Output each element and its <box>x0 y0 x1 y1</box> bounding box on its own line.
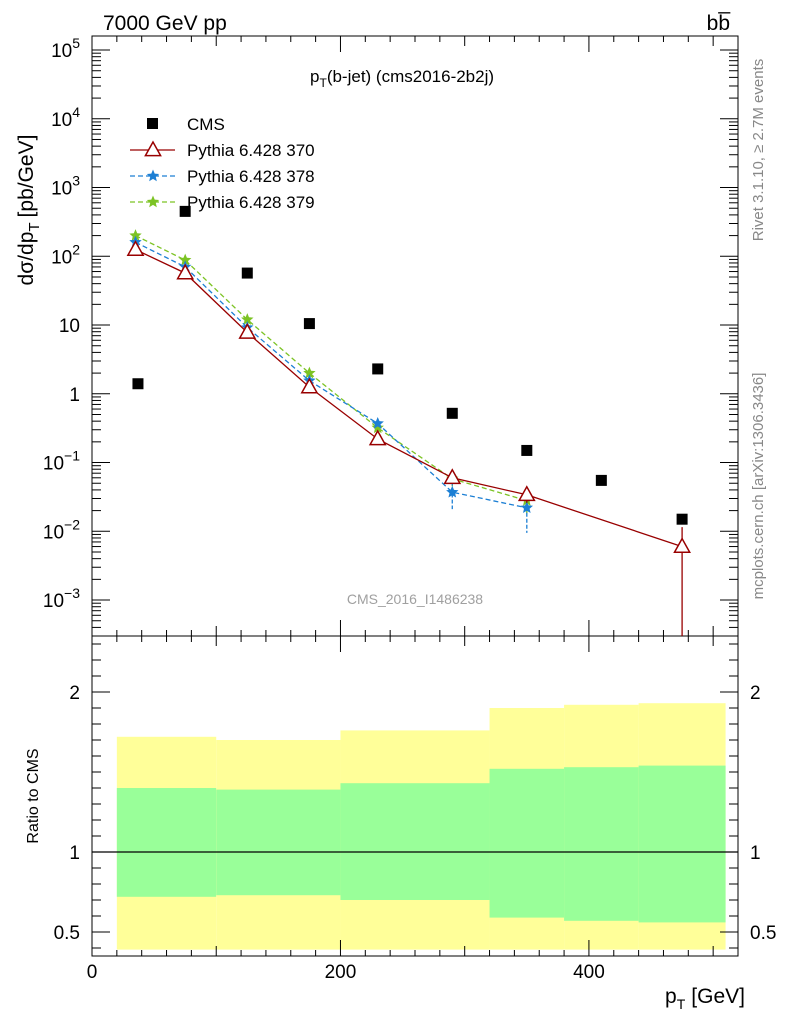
legend: CMS Pythia 6.428 370 Pythia 6.428 378 Pythi… <box>130 115 315 212</box>
data-point-star <box>520 501 533 513</box>
data-point-triangle <box>443 468 462 485</box>
y-tick-label: 104 <box>51 104 80 131</box>
cms-point <box>372 363 384 375</box>
data-point-star <box>129 229 142 241</box>
x-tick-label: 200 <box>325 962 357 983</box>
series-p379 <box>129 229 533 514</box>
axes: 0 200 400 10−3 10−2 10−1 1 10 102 103 104 105 0.5 0.5… <box>43 35 777 983</box>
y-tick-label: 102 <box>51 241 80 268</box>
ratio-band-inner <box>340 783 490 900</box>
ratio-band-inner <box>216 789 341 896</box>
data-point-triangle <box>673 537 691 553</box>
legend-label: Pythia 6.428 378 <box>187 167 315 186</box>
header-right: bb̅ <box>707 12 732 35</box>
x-axis-label: pT [GeV] <box>665 985 745 1012</box>
y-tick-label: 10−3 <box>43 585 80 612</box>
side-text-mcplots: mcplots.cern.ch [arXiv:1306.3436] <box>750 373 767 600</box>
side-text-rivet: Rivet 3.1.10, ≥ 2.7M events <box>750 59 767 242</box>
data-point-star <box>303 366 316 379</box>
y-tick-label: 105 <box>51 35 80 62</box>
legend-label: Pythia 6.428 370 <box>187 141 315 160</box>
x-axis-label-main: p <box>665 985 677 1008</box>
y-tick-label: 10−1 <box>43 448 80 475</box>
ratio-tick-label-left: 2 <box>69 683 80 704</box>
y-axis-label-unit: [pb/GeV] <box>15 135 38 218</box>
y-tick-label: 1 <box>69 385 80 406</box>
x-axis-label-sub: T <box>677 996 686 1012</box>
series-p370 <box>126 240 691 636</box>
data-point-triangle <box>368 429 387 446</box>
cms-point <box>132 378 144 390</box>
series-cms <box>132 205 688 525</box>
ratio-band-inner <box>564 767 639 921</box>
ratio-band-inner <box>116 788 217 897</box>
y-tick-label: 103 <box>51 173 80 200</box>
data-point-star <box>371 417 384 429</box>
header-left: 7000 GeV pp <box>103 12 227 35</box>
cms-point <box>303 318 315 330</box>
data-point-triangle <box>144 140 162 157</box>
cms-point <box>521 444 533 456</box>
x-tick-label: 0 <box>87 962 98 983</box>
y-axis-label-main: dσ/dp <box>15 232 38 286</box>
data-point-star <box>146 169 160 182</box>
legend-label: CMS <box>187 115 225 134</box>
data-point-star <box>241 313 254 325</box>
ratio-band-inner <box>489 768 565 918</box>
data-point-star <box>371 421 384 434</box>
data-point-star <box>146 195 160 208</box>
ratio-tick-label-right: 0.5 <box>750 923 776 944</box>
data-point-triangle <box>176 263 195 280</box>
plot-title-main: p <box>310 67 319 86</box>
y-tick-label: 10 <box>59 316 80 337</box>
ratio-band-inner <box>638 765 726 923</box>
ratio-y-axis-label: Ratio to CMS <box>25 748 42 843</box>
y-axis-label-sub: T <box>26 222 43 231</box>
ratio-tick-label-left: 1 <box>69 843 80 864</box>
cms-point <box>676 513 688 525</box>
series-layer <box>126 205 691 636</box>
ratio-tick-label-right: 2 <box>750 683 761 704</box>
ratio-bands <box>92 703 738 950</box>
x-tick-label: 400 <box>573 962 605 983</box>
x-axis-label-unit: [GeV] <box>691 985 745 1008</box>
data-point-triangle <box>517 485 536 502</box>
ratio-tick-label-right: 1 <box>750 843 761 864</box>
data-point-star <box>446 485 459 498</box>
series-p378 <box>129 235 533 533</box>
data-point-triangle <box>238 322 257 339</box>
cms-point <box>179 205 191 217</box>
plot-title: pT(b-jet) (cms2016-2b2j) <box>310 67 494 90</box>
ratio-tick-label-left: 0.5 <box>54 923 80 944</box>
y-tick-label: 10−2 <box>43 516 80 543</box>
y-axis-label: dσ/dpT [pb/GeV] <box>15 135 43 286</box>
plot-title-rest: (b-jet) (cms2016-2b2j) <box>327 67 494 86</box>
analysis-watermark: CMS_2016_I1486238 <box>347 591 483 607</box>
plot-title-sub: T <box>319 76 327 90</box>
legend-marker-cms <box>147 118 158 129</box>
cms-point <box>595 474 607 486</box>
cms-point <box>446 407 458 419</box>
data-point-star <box>179 253 192 266</box>
data-point-triangle <box>300 377 319 394</box>
data-point-triangle <box>126 240 145 256</box>
cms-point <box>241 267 253 279</box>
series-line <box>135 249 683 548</box>
legend-label: Pythia 6.428 379 <box>187 193 315 212</box>
